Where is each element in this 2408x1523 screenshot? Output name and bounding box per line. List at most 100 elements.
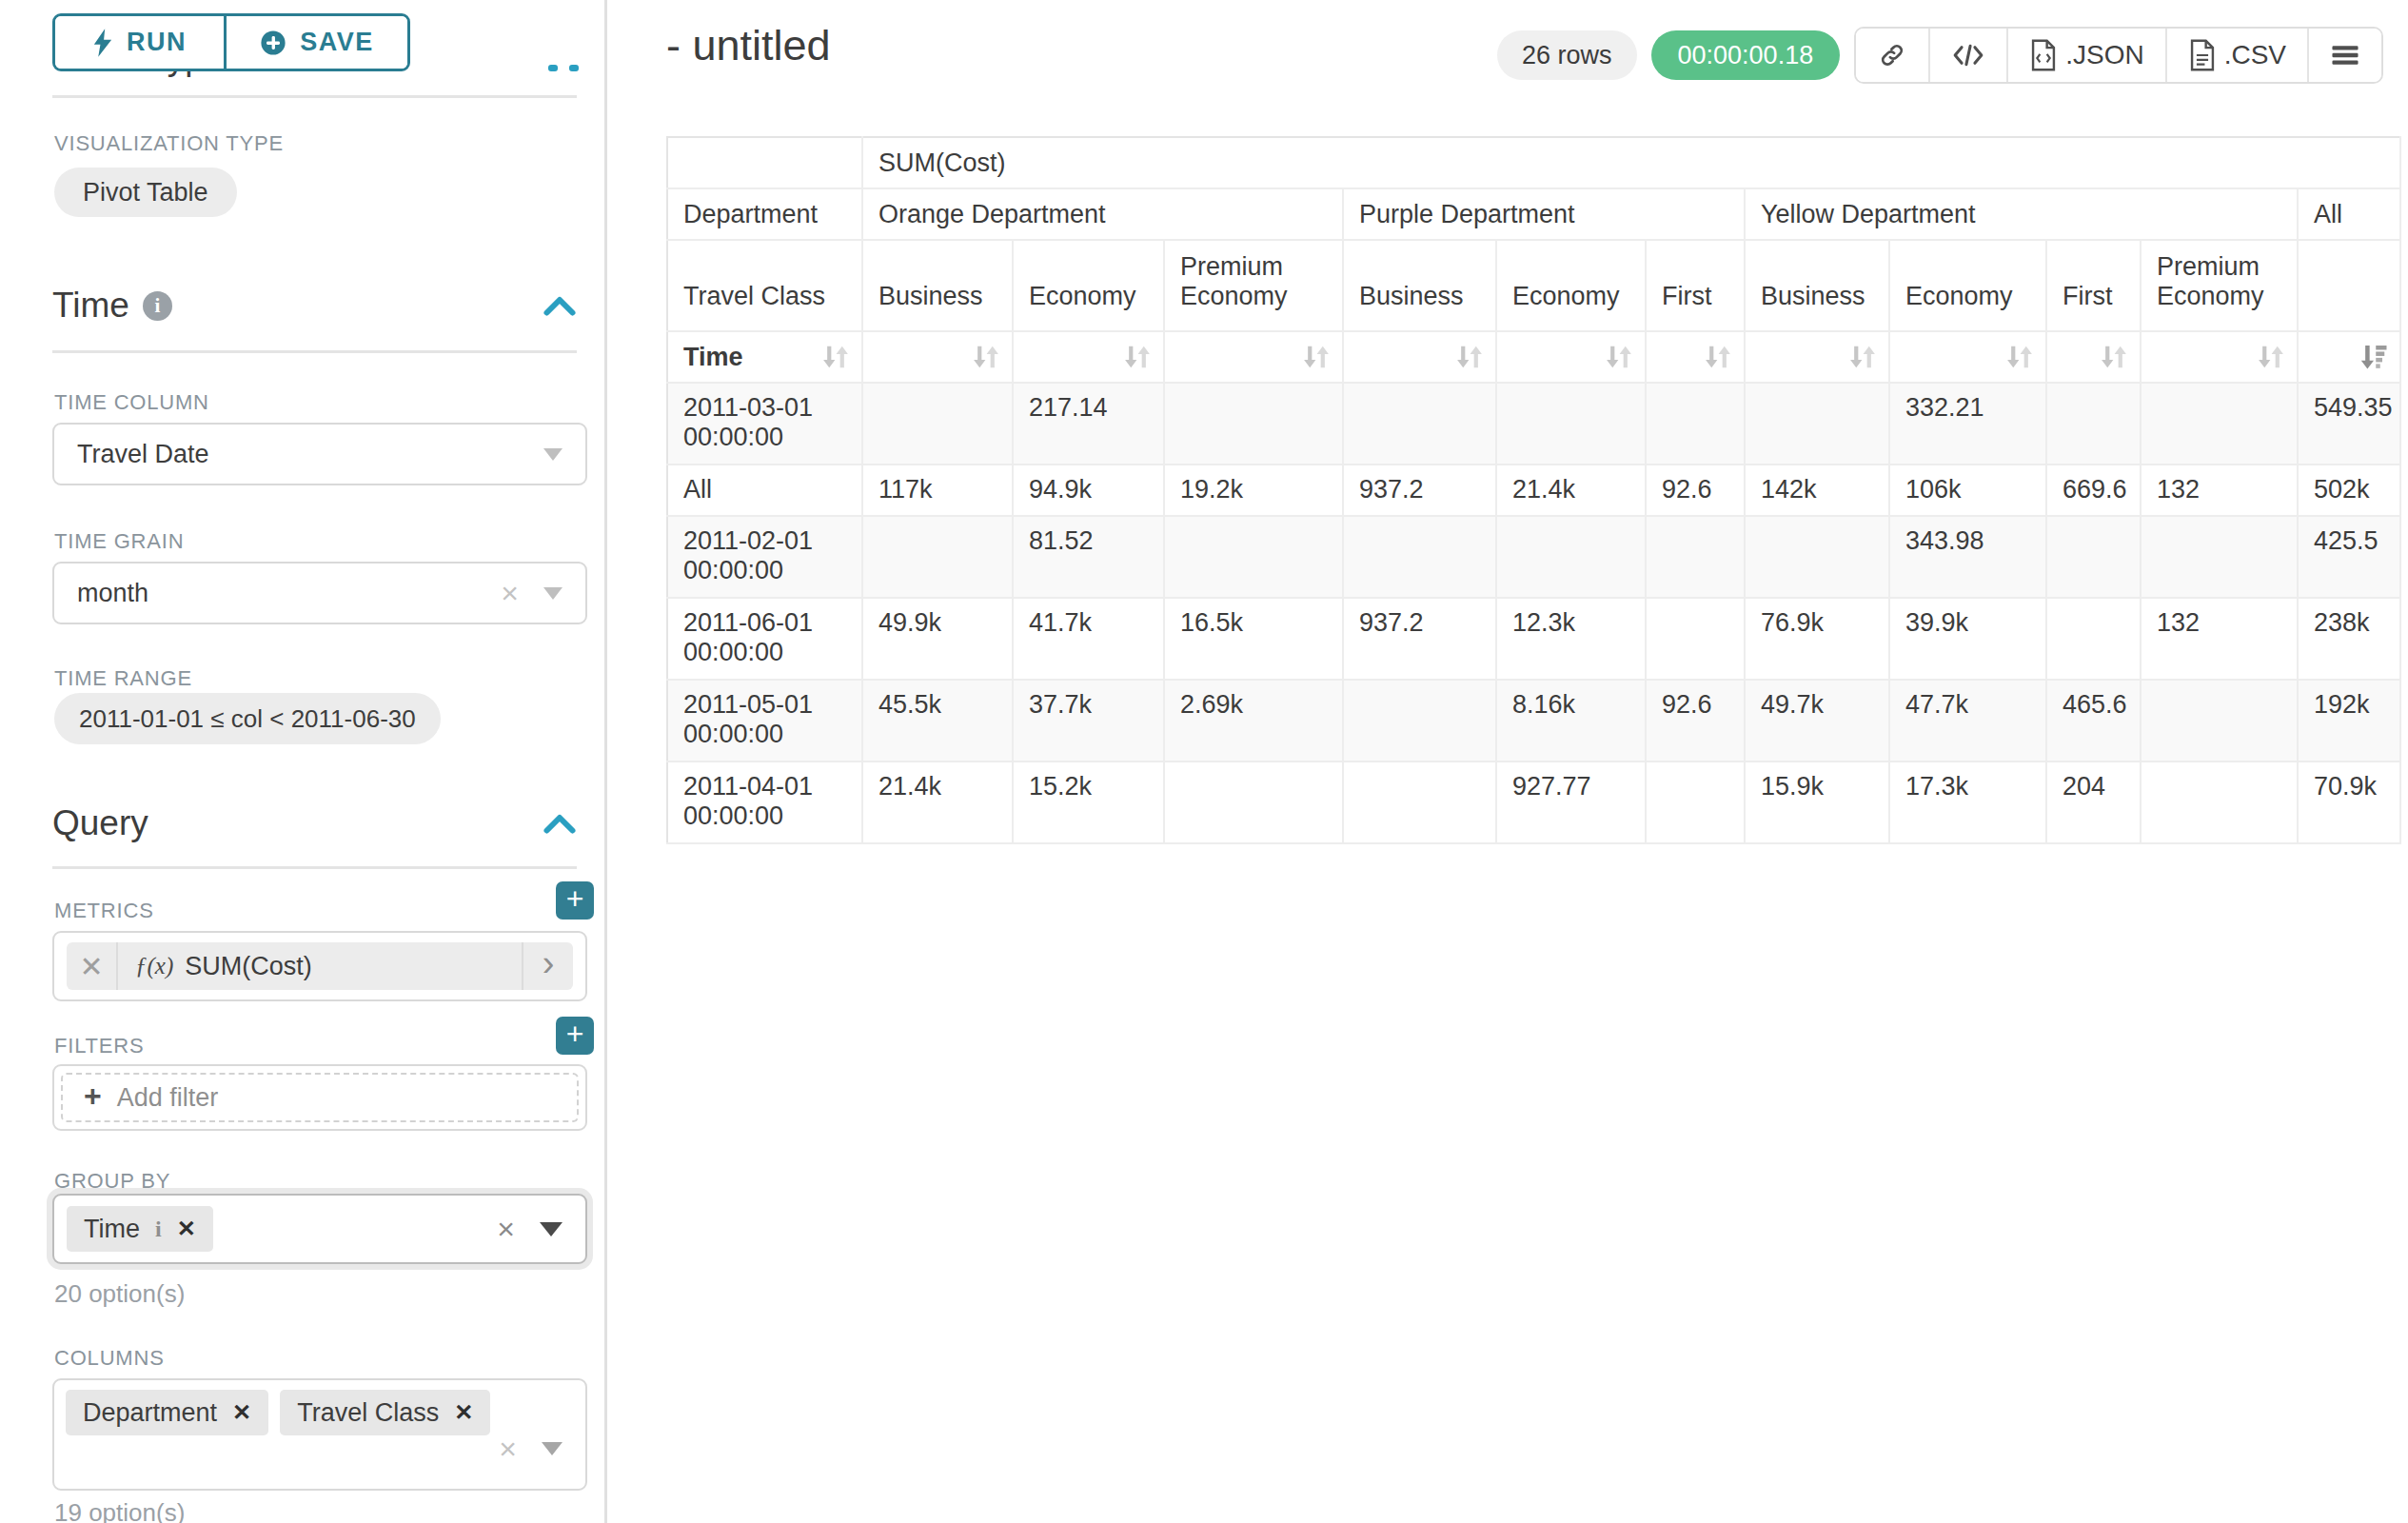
export-csv-button[interactable]: .CSV: [2165, 29, 2307, 82]
travel-class-header: [2298, 240, 2400, 331]
sort-icon[interactable]: [1704, 342, 1732, 372]
pivot-value-cell: 92.6: [1646, 465, 1745, 516]
embed-code-button[interactable]: [1928, 29, 2006, 82]
sort-icon[interactable]: [1848, 342, 1877, 372]
pivot-data-row: 2011-04-01 00:00:0021.4k15.2k927.7715.9k…: [667, 762, 2400, 843]
remove-tag-icon[interactable]: ✕: [177, 1216, 196, 1242]
row-header-cell: 2011-04-01 00:00:00: [667, 762, 862, 843]
sort-header-cell[interactable]: [1646, 331, 1745, 383]
more-menu-button[interactable]: [2307, 29, 2381, 82]
clear-icon[interactable]: ×: [497, 1214, 515, 1244]
columns-select[interactable]: Department✕ Travel Class ✕ ×: [52, 1378, 587, 1491]
pivot-value-cell: [1496, 383, 1646, 465]
caret-down-icon[interactable]: [542, 1442, 563, 1455]
chevron-right-icon[interactable]: ›: [522, 942, 573, 990]
dimension-tag[interactable]: Department✕: [66, 1390, 268, 1435]
plus-icon: +: [84, 1080, 102, 1115]
sort-icon[interactable]: [1123, 342, 1152, 372]
add-filter-plus-button[interactable]: +: [556, 1017, 594, 1055]
group-by-select[interactable]: Timei ✕ ×: [52, 1194, 587, 1264]
sort-icon[interactable]: [2005, 342, 2034, 372]
sort-icon[interactable]: [972, 342, 1000, 372]
metric-pill[interactable]: ✕ ƒ(x) SUM(Cost) ›: [67, 942, 573, 990]
dimension-tag[interactable]: Travel Class ✕: [280, 1390, 490, 1435]
dimension-tag[interactable]: Timei ✕: [67, 1206, 213, 1252]
sort-header-cell[interactable]: [1745, 331, 1889, 383]
caret-down-icon[interactable]: [543, 448, 563, 461]
department-group-header: Purple Department: [1343, 188, 1745, 240]
run-button[interactable]: RUN: [55, 16, 224, 69]
chart-title[interactable]: - untitled: [666, 21, 831, 70]
row-header-cell: 2011-06-01 00:00:00: [667, 598, 862, 680]
sort-icon[interactable]: [2257, 342, 2285, 372]
time-grain-label: TIME GRAIN: [54, 529, 184, 554]
sort-icon[interactable]: [1302, 342, 1331, 372]
sort-icon[interactable]: [1455, 342, 1484, 372]
pivot-value-cell: 669.6: [2046, 465, 2141, 516]
time-column-value: Travel Date: [54, 440, 209, 469]
pivot-value-cell: 343.98: [1889, 516, 2046, 598]
sort-header-cell[interactable]: [2046, 331, 2141, 383]
control-panel-sidebar: Chart Type RUN SAVE VISUALIZATION TYPE P…: [0, 0, 607, 1523]
sort-header-cell[interactable]: [2141, 331, 2298, 383]
pivot-value-cell: 49.7k: [1745, 680, 1889, 762]
sort-header-cell[interactable]: [1889, 331, 2046, 383]
pivot-value-cell: [1745, 383, 1889, 465]
sort-descending-active-icon[interactable]: [2359, 342, 2388, 372]
chevron-up-icon[interactable]: [543, 294, 577, 317]
add-metric-button[interactable]: +: [556, 881, 594, 920]
pivot-value-cell: 332.21: [1889, 383, 2046, 465]
sort-header-cell[interactable]: [862, 331, 1013, 383]
remove-tag-icon[interactable]: ✕: [232, 1399, 251, 1426]
tag-label: Travel Class: [297, 1398, 439, 1428]
time-column-select[interactable]: Travel Date: [52, 423, 587, 485]
caret-down-icon[interactable]: [540, 1222, 563, 1236]
sort-icon[interactable]: [2100, 342, 2128, 372]
sort-header-cell[interactable]: [1164, 331, 1343, 383]
caret-down-icon[interactable]: [543, 587, 563, 600]
sort-header-cell[interactable]: [2298, 331, 2400, 383]
pivot-data-row: 2011-02-01 00:00:0081.52343.98425.5: [667, 516, 2400, 598]
time-section-header[interactable]: Time i: [29, 286, 592, 326]
pivot-value-cell: [1343, 516, 1496, 598]
sort-header-cell[interactable]: [1013, 331, 1164, 383]
info-icon: i: [155, 1216, 162, 1242]
pivot-value-cell: [862, 516, 1013, 598]
pivot-value-cell: [1164, 383, 1343, 465]
travel-class-header: First: [1646, 240, 1745, 331]
metric-name: SUM(Cost): [185, 952, 312, 981]
query-section-header[interactable]: Query: [29, 803, 592, 843]
save-button[interactable]: SAVE: [224, 16, 407, 69]
csv-file-icon: [2188, 39, 2217, 71]
pivot-value-cell: 16.5k: [1164, 598, 1343, 680]
divider: [52, 350, 577, 353]
time-row-dimension-cell: Time: [667, 331, 862, 383]
sort-icon[interactable]: [1605, 342, 1633, 372]
sort-header-cell[interactable]: [1343, 331, 1496, 383]
remove-metric-icon[interactable]: ✕: [67, 942, 118, 990]
sort-header-cell[interactable]: [1496, 331, 1646, 383]
result-toolbar: 26 rows 00:00:00.18: [1497, 27, 2383, 84]
remove-tag-icon[interactable]: ✕: [454, 1399, 473, 1426]
tag-label: Time: [84, 1215, 140, 1244]
group-by-hint: 20 option(s): [54, 1279, 185, 1309]
time-range-pill[interactable]: 2011-01-01 ≤ col < 2011-06-30: [54, 693, 441, 744]
clear-icon[interactable]: ×: [499, 1434, 517, 1464]
pivot-value-cell: 41.7k: [1013, 598, 1164, 680]
time-grain-select[interactable]: month ×: [52, 562, 587, 624]
function-icon: ƒ(x): [135, 953, 173, 979]
divider: [52, 95, 577, 98]
department-group-header: All: [2298, 188, 2400, 240]
travel-class-header: Premium Economy: [2141, 240, 2298, 331]
chevron-up-icon[interactable]: [543, 812, 577, 835]
chart-type-chevron-tip: [548, 65, 558, 71]
run-save-button-group: RUN SAVE: [52, 13, 410, 71]
metric-header-cell: SUM(Cost): [862, 137, 2400, 188]
visualization-type-label: VISUALIZATION TYPE: [54, 131, 284, 156]
sort-icon[interactable]: [821, 342, 850, 372]
add-filter-button[interactable]: + Add filter: [61, 1073, 579, 1122]
visualization-type-pill[interactable]: Pivot Table: [54, 168, 237, 217]
copy-link-button[interactable]: [1856, 29, 1928, 82]
clear-icon[interactable]: ×: [501, 578, 519, 608]
export-json-button[interactable]: .JSON: [2006, 29, 2164, 82]
